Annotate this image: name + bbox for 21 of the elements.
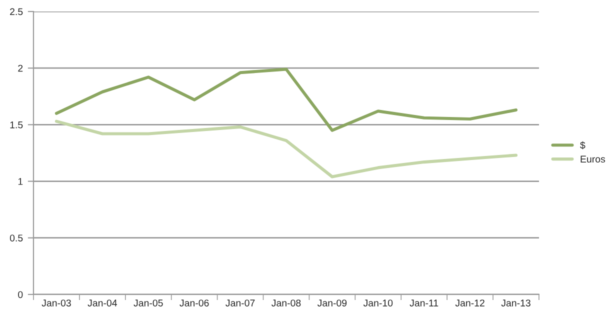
x-tick-label: Jan-03 <box>42 300 71 306</box>
legend-label: $ <box>580 141 586 150</box>
y-tick-label: 1.5 <box>10 122 23 128</box>
x-tick-label: Jan-08 <box>272 300 301 306</box>
x-tick-label: Jan-10 <box>363 300 393 306</box>
x-tick-label: Jan-06 <box>180 300 209 306</box>
y-tick-label: 0 <box>18 291 23 298</box>
y-tick-label: 2.5 <box>10 8 23 16</box>
y-tick-label: 1 <box>18 178 23 185</box>
x-tick-label: Jan-11 <box>410 300 438 306</box>
x-tick-label: Jan-09 <box>317 300 347 306</box>
x-tick-label: Jan-07 <box>226 300 255 306</box>
line-series <box>54 68 518 132</box>
y-tick-label: 0.5 <box>10 234 23 242</box>
x-tick-label: Jan-13 <box>501 300 530 306</box>
legend-label: Euros <box>580 156 606 163</box>
line-series <box>54 120 518 178</box>
y-tick-label: 2 <box>18 64 23 72</box>
x-tick-label: Jan-05 <box>134 300 163 306</box>
x-tick-label: Jan-04 <box>88 300 118 306</box>
x-tick-label: Jan-12 <box>455 300 484 306</box>
